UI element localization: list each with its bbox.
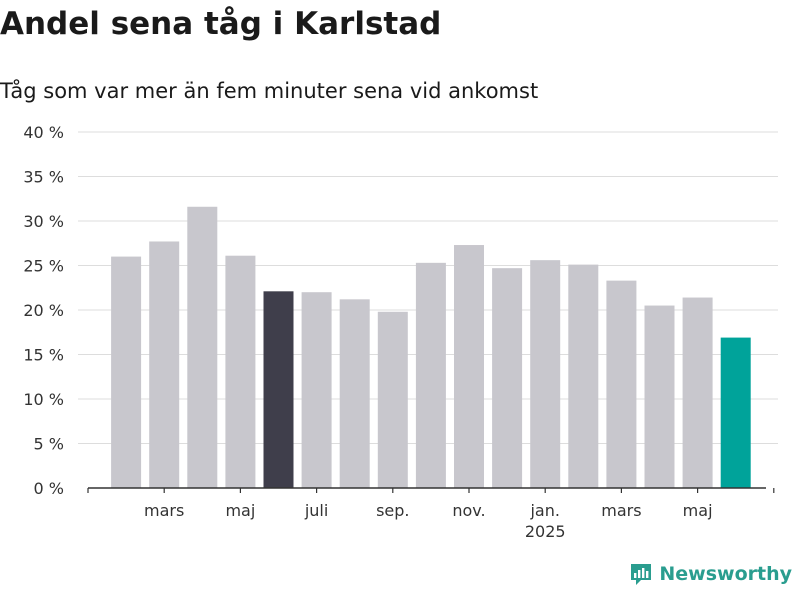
bar — [530, 260, 561, 488]
bar — [568, 264, 599, 488]
chart-subtitle: Tåg som var mer än fem minuter sena vid … — [0, 79, 539, 103]
bar — [339, 299, 370, 488]
bar — [187, 206, 218, 488]
y-tick-label: 35 % — [23, 168, 64, 187]
y-tick-label: 5 % — [34, 435, 64, 454]
bar — [149, 241, 180, 488]
y-tick-label: 15 % — [23, 346, 64, 365]
x-tick-label: maj — [683, 501, 713, 520]
bar — [415, 262, 446, 488]
bar — [377, 311, 408, 488]
bar — [454, 245, 484, 488]
brand-name: Newsworthy — [659, 563, 792, 585]
x-tick-label: nov. — [452, 501, 485, 520]
bar — [301, 292, 332, 488]
y-tick-label: 10 % — [23, 390, 64, 409]
bar — [492, 268, 523, 488]
x-tick-label: mars — [144, 501, 184, 520]
y-tick-label: 25 % — [23, 257, 64, 276]
x-tick-label: juli — [304, 501, 328, 520]
chart-title: Andel sena tåg i Karlstad — [0, 6, 442, 42]
bar — [606, 280, 637, 488]
bar — [111, 256, 142, 488]
bar — [644, 305, 675, 488]
x-tick-label: maj — [225, 501, 255, 520]
x-tick-label: jan. — [529, 501, 559, 520]
chart-bubble-icon — [631, 564, 652, 585]
x-tick-label: sep. — [376, 501, 409, 520]
bar — [682, 297, 713, 488]
bar — [263, 291, 294, 488]
y-tick-label: 20 % — [23, 301, 64, 320]
bar — [225, 255, 256, 488]
bar — [720, 337, 751, 488]
y-tick-label: 0 % — [34, 479, 64, 498]
x-tick-label: mars — [601, 501, 641, 520]
y-tick-label: 30 % — [23, 212, 64, 231]
x-year-label: 2025 — [525, 522, 566, 541]
y-tick-label: 40 % — [23, 123, 64, 142]
brand-logo: Newsworthy — [629, 562, 792, 586]
